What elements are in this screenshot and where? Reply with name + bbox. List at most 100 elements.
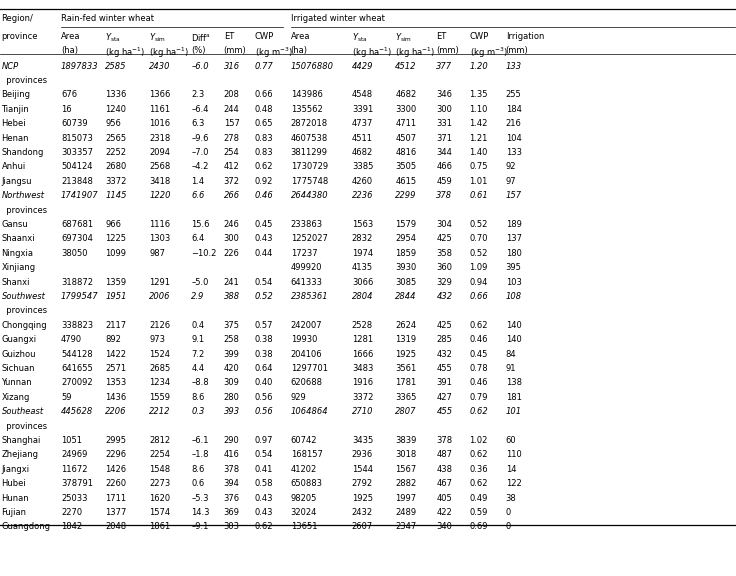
- Text: 432: 432: [436, 292, 453, 301]
- Text: 2844: 2844: [395, 292, 417, 301]
- Text: 216: 216: [506, 119, 522, 128]
- Text: 60742: 60742: [291, 436, 317, 445]
- Text: Area: Area: [61, 32, 80, 41]
- Text: 2565: 2565: [105, 134, 127, 143]
- Text: 4737: 4737: [352, 119, 373, 128]
- Text: 1579: 1579: [395, 220, 417, 229]
- Text: 1.40: 1.40: [470, 148, 488, 157]
- Text: 1099: 1099: [105, 249, 127, 258]
- Text: 378: 378: [436, 436, 453, 445]
- Text: 38050: 38050: [61, 249, 88, 258]
- Text: 0.43: 0.43: [255, 234, 273, 244]
- Text: NCP: NCP: [1, 62, 18, 71]
- Text: 2710: 2710: [352, 407, 373, 416]
- Text: 4682: 4682: [395, 90, 417, 100]
- Text: 2236: 2236: [352, 191, 373, 200]
- Text: 2126: 2126: [149, 321, 171, 330]
- Text: (mm): (mm): [436, 46, 459, 55]
- Text: 3839: 3839: [395, 436, 417, 445]
- Text: 1064864: 1064864: [291, 407, 328, 416]
- Text: −10.2: −10.2: [191, 249, 216, 258]
- Text: 1.42: 1.42: [470, 119, 488, 128]
- Text: 4615: 4615: [395, 177, 417, 186]
- Text: 3418: 3418: [149, 177, 171, 186]
- Text: 15076880: 15076880: [291, 62, 333, 71]
- Text: 2432: 2432: [352, 508, 373, 517]
- Text: 304: 304: [436, 220, 453, 229]
- Text: 3085: 3085: [395, 278, 417, 287]
- Text: 0.41: 0.41: [255, 465, 273, 474]
- Text: 2260: 2260: [105, 479, 127, 488]
- Text: 815073: 815073: [61, 134, 93, 143]
- Text: –5.0: –5.0: [191, 278, 209, 287]
- Text: 278: 278: [224, 134, 240, 143]
- Text: 157: 157: [224, 119, 240, 128]
- Text: $Y_{\mathrm{sim}}$: $Y_{\mathrm{sim}}$: [149, 32, 166, 44]
- Text: 1620: 1620: [149, 494, 171, 503]
- Text: 140: 140: [506, 321, 521, 330]
- Text: 2872018: 2872018: [291, 119, 328, 128]
- Text: 4511: 4511: [352, 134, 373, 143]
- Text: 676: 676: [61, 90, 77, 100]
- Text: Hunan: Hunan: [1, 494, 29, 503]
- Text: 2624: 2624: [395, 321, 417, 330]
- Text: Southwest: Southwest: [1, 292, 46, 301]
- Text: 1220: 1220: [149, 191, 171, 200]
- Text: 189: 189: [506, 220, 522, 229]
- Text: (mm): (mm): [506, 46, 528, 55]
- Text: ET: ET: [224, 32, 234, 41]
- Text: 3372: 3372: [352, 393, 373, 402]
- Text: 0.43: 0.43: [255, 508, 273, 517]
- Text: 0.62: 0.62: [470, 450, 488, 460]
- Text: Jiangsu: Jiangsu: [1, 177, 32, 186]
- Text: 394: 394: [224, 479, 240, 488]
- Text: 0.49: 0.49: [470, 494, 488, 503]
- Text: 1281: 1281: [352, 335, 373, 344]
- Text: 1.10: 1.10: [470, 105, 488, 114]
- Text: 425: 425: [436, 321, 452, 330]
- Text: 377: 377: [436, 62, 453, 71]
- Text: 208: 208: [224, 90, 240, 100]
- Text: 2936: 2936: [352, 450, 373, 460]
- Text: (kg ha$^{-1}$): (kg ha$^{-1}$): [149, 46, 189, 60]
- Text: 2270: 2270: [61, 508, 82, 517]
- Text: 168157: 168157: [291, 450, 322, 460]
- Text: 60739: 60739: [61, 119, 88, 128]
- Text: 455: 455: [436, 407, 453, 416]
- Text: 258: 258: [224, 335, 240, 344]
- Text: 2685: 2685: [149, 364, 171, 373]
- Text: 0.48: 0.48: [255, 105, 273, 114]
- Text: (kg m$^{-3}$): (kg m$^{-3}$): [470, 46, 507, 60]
- Text: 1303: 1303: [149, 234, 171, 244]
- Text: 4507: 4507: [395, 134, 417, 143]
- Text: 1574: 1574: [149, 508, 171, 517]
- Text: 1.02: 1.02: [470, 436, 488, 445]
- Text: 4429: 4429: [352, 62, 373, 71]
- Text: Zhejiang: Zhejiang: [1, 450, 38, 460]
- Text: 2006: 2006: [149, 292, 171, 301]
- Text: 1161: 1161: [149, 105, 171, 114]
- Text: 0.77: 0.77: [255, 62, 273, 71]
- Text: 1051: 1051: [61, 436, 82, 445]
- Text: 2094: 2094: [149, 148, 171, 157]
- Text: 378: 378: [436, 191, 453, 200]
- Text: 266: 266: [224, 191, 240, 200]
- Text: 360: 360: [436, 263, 453, 272]
- Text: 0.62: 0.62: [470, 407, 488, 416]
- Text: 641655: 641655: [61, 364, 93, 373]
- Text: 487: 487: [436, 450, 453, 460]
- Text: 133: 133: [506, 62, 522, 71]
- Text: 300: 300: [436, 105, 453, 114]
- Text: 2489: 2489: [395, 508, 417, 517]
- Text: CWP: CWP: [255, 32, 274, 41]
- Text: 0.54: 0.54: [255, 450, 273, 460]
- Text: 375: 375: [224, 321, 240, 330]
- Text: 2206: 2206: [105, 407, 127, 416]
- Text: 0.45: 0.45: [255, 220, 273, 229]
- Text: 331: 331: [436, 119, 453, 128]
- Text: 466: 466: [436, 162, 453, 172]
- Text: 1666: 1666: [352, 350, 373, 359]
- Text: 0.56: 0.56: [255, 393, 273, 402]
- Text: 0.36: 0.36: [470, 465, 488, 474]
- Text: 1426: 1426: [105, 465, 127, 474]
